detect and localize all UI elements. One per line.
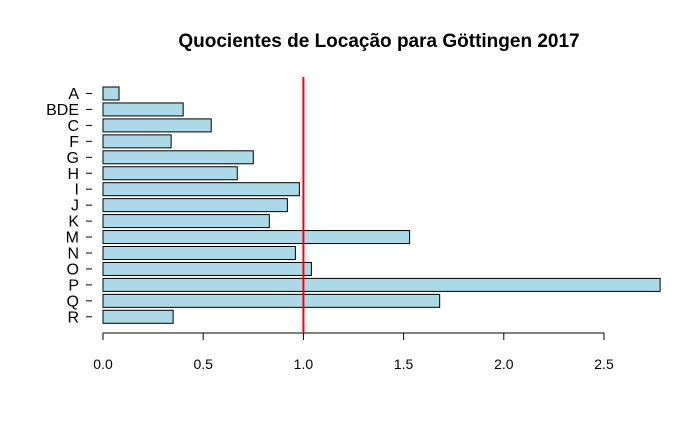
bar-q	[102, 293, 441, 308]
category-label-a: A	[68, 86, 79, 103]
category-label-c: C	[67, 118, 79, 135]
bar-m	[102, 230, 411, 245]
category-label-n: N	[67, 246, 79, 263]
category-label-i: I	[75, 182, 79, 199]
bar-i	[102, 182, 300, 197]
category-label-j: J	[71, 198, 79, 215]
chart-title: Quocientes de Locação para Göttingen 201…	[178, 31, 579, 52]
bar-a	[102, 86, 120, 101]
bar-j	[102, 198, 288, 213]
x-axis: 0.0 0.5 1.0 1.5 2.0 2.5	[93, 332, 614, 372]
category-label-bde: BDE	[46, 102, 79, 119]
x-tick-label-2: 1.0	[294, 356, 314, 372]
bar-p	[102, 277, 661, 292]
bar-c	[102, 118, 212, 133]
bar-g	[102, 150, 254, 165]
x-tick-label-3: 1.5	[394, 356, 414, 372]
bar-f	[102, 134, 172, 149]
x-tick-label-5: 2.5	[594, 356, 614, 372]
x-tick-label-1: 0.5	[193, 356, 213, 372]
category-label-r: R	[67, 309, 79, 326]
bar-o	[102, 261, 312, 276]
category-label-h: H	[67, 166, 79, 183]
bar-bde	[102, 102, 184, 117]
bars-group	[102, 86, 661, 324]
bar-k	[102, 214, 270, 229]
category-label-f: F	[69, 134, 79, 151]
category-label-k: K	[68, 214, 79, 231]
bar-n	[102, 246, 296, 260]
bar-h	[102, 166, 238, 181]
category-label-o: O	[67, 261, 79, 278]
x-tick-label-0: 0.0	[93, 356, 113, 372]
category-label-p: P	[68, 277, 79, 294]
bar-r	[102, 309, 174, 324]
category-label-g: G	[67, 150, 79, 167]
category-label-m: M	[66, 230, 79, 247]
x-tick-label-4: 2.0	[494, 356, 514, 372]
category-label-q: Q	[67, 293, 79, 310]
